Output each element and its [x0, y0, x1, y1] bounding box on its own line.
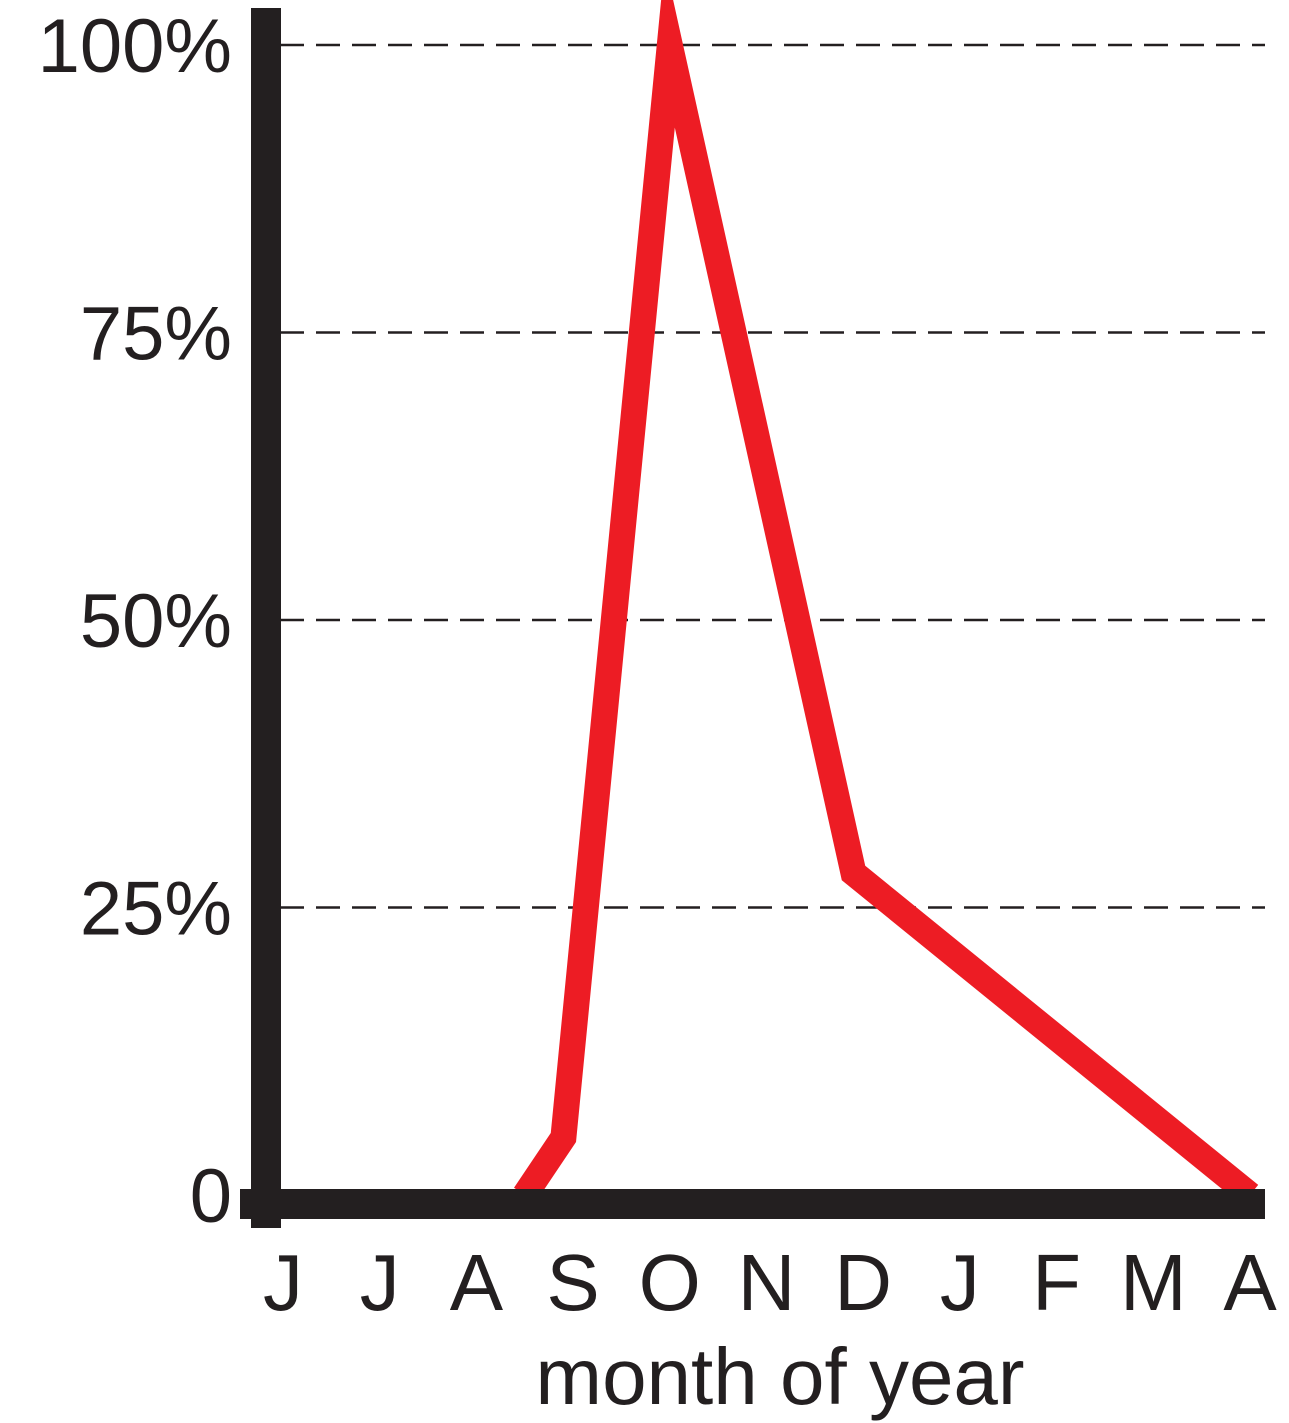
x-tick-label: O	[639, 1238, 701, 1327]
y-tick-label: 25%	[80, 867, 232, 952]
y-tick-labels: 0 25% 50% 75% 100%	[38, 4, 232, 1239]
x-tick-label: J	[360, 1238, 400, 1327]
x-tick-label: F	[1032, 1238, 1081, 1327]
x-tick-label: D	[834, 1238, 892, 1327]
series-line	[514, 0, 1259, 1206]
x-tick-label: N	[738, 1238, 796, 1327]
x-tick-label: A	[450, 1238, 504, 1327]
y-tick-label: 50%	[80, 579, 232, 664]
x-tick-label: A	[1223, 1238, 1277, 1327]
x-tick-label: M	[1120, 1238, 1187, 1327]
x-tick-label: J	[263, 1238, 303, 1327]
series-layer	[514, 0, 1259, 1206]
y-tick-label: 0	[190, 1154, 232, 1239]
x-axis-title: month of year	[535, 1332, 1024, 1421]
y-tick-label: 100%	[38, 4, 232, 89]
x-tick-label: J	[940, 1238, 980, 1327]
x-tick-label: S	[546, 1238, 599, 1327]
gridlines	[280, 43, 1265, 909]
y-tick-label: 75%	[80, 292, 232, 377]
axes	[240, 8, 1265, 1228]
